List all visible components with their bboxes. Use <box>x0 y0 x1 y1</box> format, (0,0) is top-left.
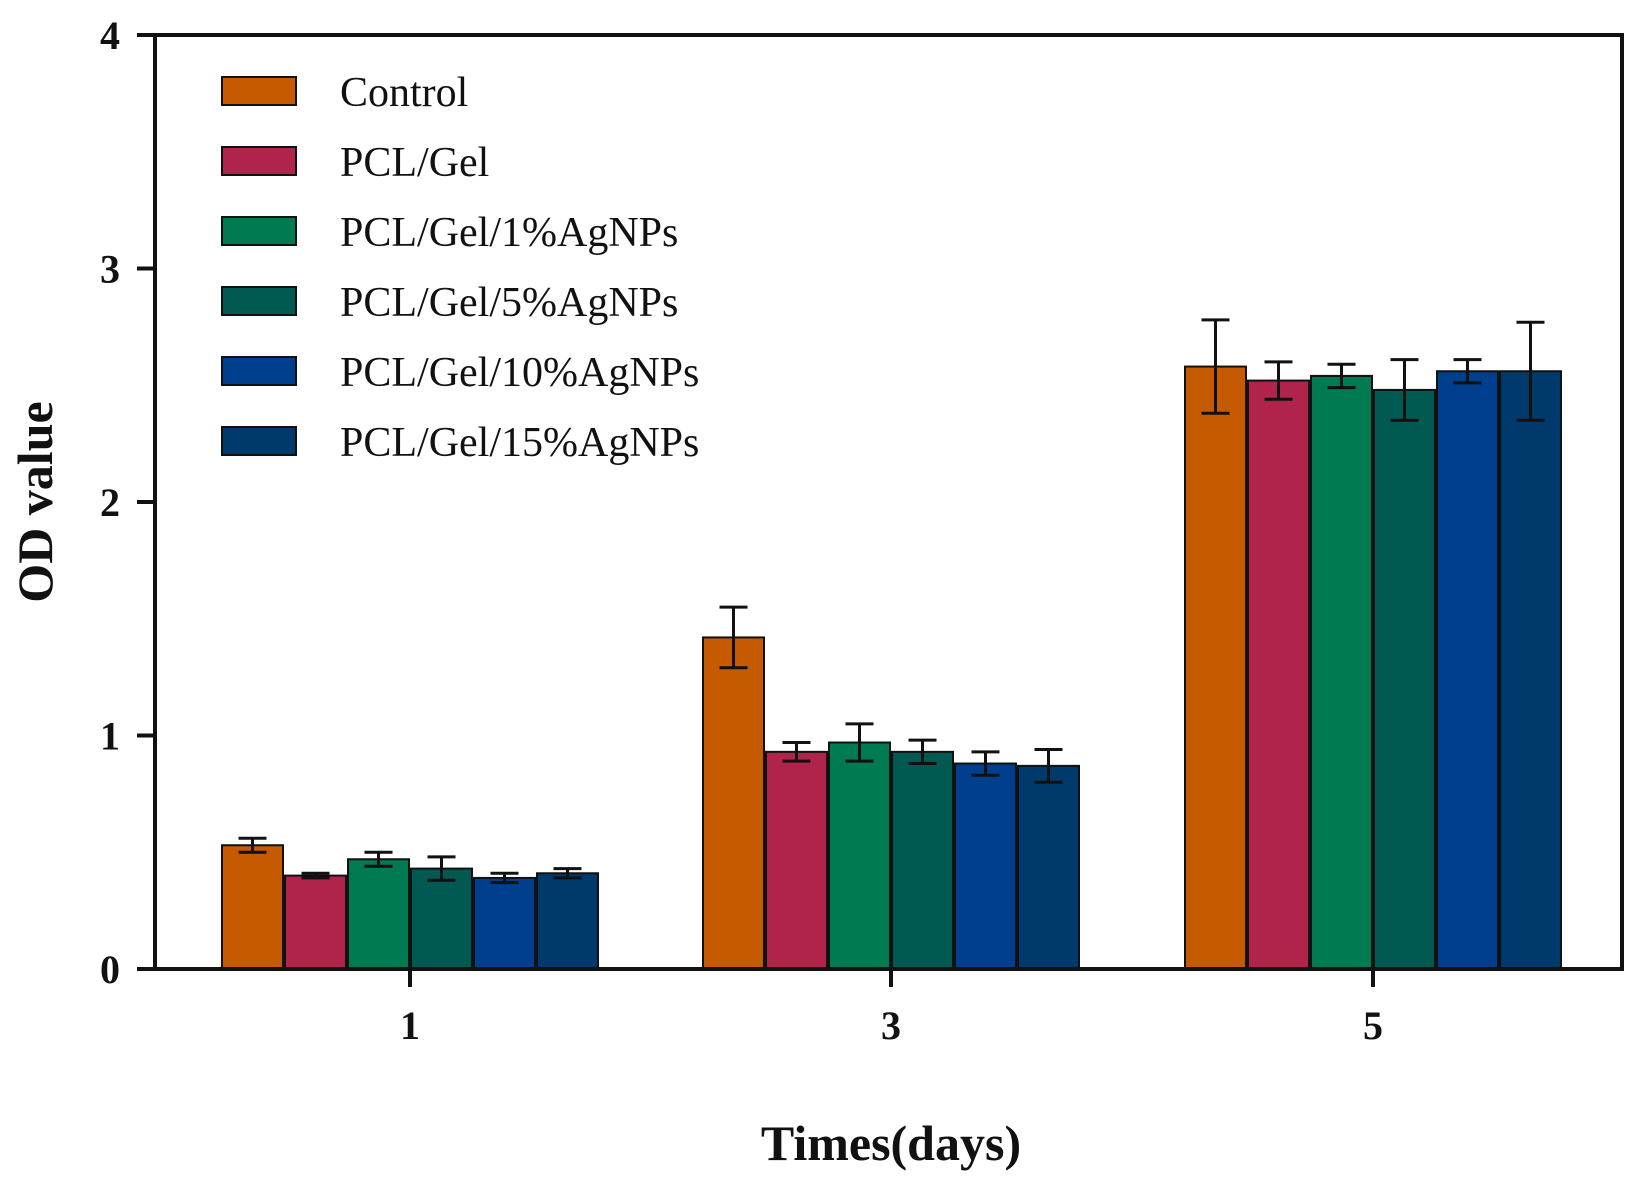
bar-pcl-gel-5-agnps-day-3 <box>891 750 954 970</box>
bar-control-day-5 <box>1184 365 1247 970</box>
legend-item-pcl-gel: PCL/Gel <box>221 140 489 186</box>
legend-label: PCL/Gel <box>340 140 489 186</box>
y-tick-label: 4 <box>100 13 120 58</box>
legend-swatch <box>221 426 297 456</box>
error-bar-pcl-gel-10-agnps-day-3 <box>971 750 1000 777</box>
x-tick-label: 5 <box>1363 1003 1383 1048</box>
y-tick-label: 1 <box>100 714 120 759</box>
bar-control-day-3 <box>702 636 765 970</box>
bar-pcl-gel-1-agnps-day-3 <box>828 741 891 970</box>
bar-pcl-gel-day-1 <box>284 874 347 970</box>
bar-pcl-gel-day-3 <box>765 750 828 970</box>
bar-pcl-gel-15-agnps-day-3 <box>1017 764 1080 970</box>
legend-swatch <box>221 76 297 106</box>
legend-swatch <box>221 356 297 386</box>
bar-pcl-gel-1-agnps-day-5 <box>1310 374 1373 971</box>
legend: Control PCL/Gel PCL/Gel/1%AgNPs PCL/Gel/5%A… <box>221 70 699 466</box>
legend-label: Control <box>340 70 468 116</box>
y-tick-label: 2 <box>100 480 120 525</box>
legend-swatch <box>221 146 297 176</box>
error-bar-pcl-gel-15-agnps-day-3 <box>1034 748 1063 784</box>
legend-item-pcl-gel-10-agnps: PCL/Gel/10%AgNPs <box>221 350 699 396</box>
legend-label: PCL/Gel/15%AgNPs <box>340 420 699 466</box>
legend-label: PCL/Gel/1%AgNPs <box>340 210 678 256</box>
error-bar-pcl-gel-15-agnps-day-1 <box>553 867 582 880</box>
bars-layer <box>221 365 1562 971</box>
error-bar-pcl-gel-10-agnps-day-5 <box>1453 358 1482 385</box>
error-bar-pcl-gel-1-agnps-day-3 <box>845 722 874 763</box>
bar-pcl-gel-15-agnps-day-1 <box>536 872 599 971</box>
y-axis-title: OD value <box>7 401 63 602</box>
x-axis-title: Times(days) <box>761 1115 1021 1171</box>
error-bar-pcl-gel-10-agnps-day-1 <box>490 871 519 885</box>
error-bar-pcl-gel-day-1 <box>301 871 330 880</box>
error-bar-pcl-gel-day-5 <box>1264 360 1293 401</box>
legend-item-control: Control <box>221 70 468 116</box>
legend-item-pcl-gel-1-agnps: PCL/Gel/1%AgNPs <box>221 210 678 256</box>
error-bar-control-day-1 <box>238 836 267 854</box>
error-bars-layer <box>238 318 1545 885</box>
bar-pcl-gel-5-agnps-day-5 <box>1373 388 1436 971</box>
legend-label: PCL/Gel/10%AgNPs <box>340 350 699 396</box>
error-bar-pcl-gel-5-agnps-day-3 <box>908 738 937 766</box>
error-bar-pcl-gel-day-3 <box>782 741 811 763</box>
bar-pcl-gel-10-agnps-day-3 <box>954 762 1017 971</box>
error-bar-pcl-gel-1-agnps-day-5 <box>1327 362 1356 390</box>
error-bar-pcl-gel-15-agnps-day-5 <box>1516 320 1545 422</box>
error-bar-pcl-gel-1-agnps-day-1 <box>364 850 393 868</box>
legend-label: PCL/Gel/5%AgNPs <box>340 280 678 326</box>
bar-pcl-gel-10-agnps-day-5 <box>1436 370 1499 970</box>
bar-pcl-gel-1-agnps-day-1 <box>347 858 410 971</box>
x-tick-label: 1 <box>400 1003 420 1048</box>
error-bar-control-day-5 <box>1201 318 1230 415</box>
x-axis: 1 3 5 <box>400 969 1383 1048</box>
bar-pcl-gel-5-agnps-day-1 <box>410 867 473 970</box>
y-tick-label: 0 <box>100 947 120 992</box>
bar-pcl-gel-day-5 <box>1247 379 1310 970</box>
legend-swatch <box>221 286 297 316</box>
error-bar-pcl-gel-5-agnps-day-5 <box>1390 358 1419 422</box>
y-tick-label: 3 <box>100 247 120 292</box>
bar-pcl-gel-15-agnps-day-5 <box>1499 370 1562 970</box>
y-axis: 0 1 2 3 4 <box>100 13 155 992</box>
legend-item-pcl-gel-5-agnps: PCL/Gel/5%AgNPs <box>221 280 678 326</box>
legend-swatch <box>221 216 297 246</box>
error-bar-control-day-3 <box>719 605 748 670</box>
legend-item-pcl-gel-15-agnps: PCL/Gel/15%AgNPs <box>221 420 699 466</box>
x-tick-label: 3 <box>881 1003 901 1048</box>
error-bar-pcl-gel-5-agnps-day-1 <box>427 855 456 882</box>
bar-pcl-gel-10-agnps-day-1 <box>473 876 536 970</box>
bar-control-day-1 <box>221 844 284 970</box>
